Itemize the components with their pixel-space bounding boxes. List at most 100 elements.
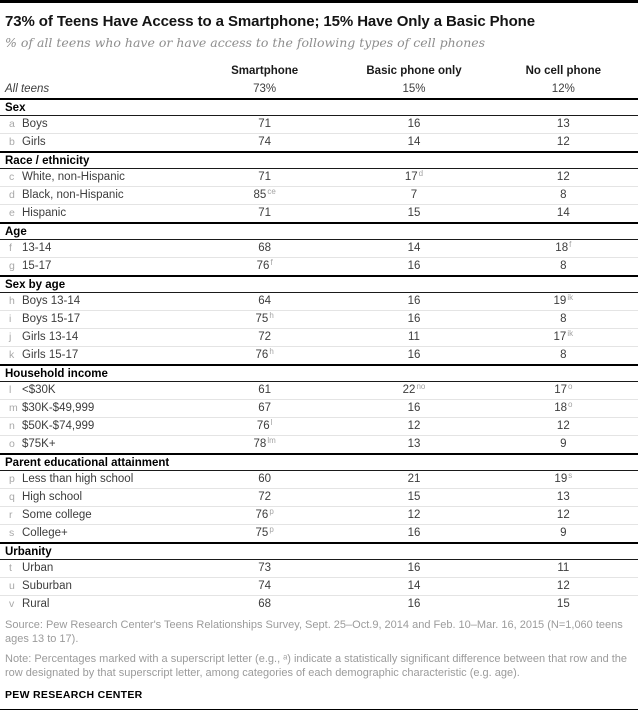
value-text: 85 — [253, 189, 267, 201]
significance-superscript: o — [567, 382, 573, 391]
value-text: 17 — [404, 171, 418, 183]
source-note: Source: Pew Research Center's Teens Rela… — [5, 619, 623, 645]
cell-value: 76h — [190, 347, 339, 364]
row-label: $75K+ — [22, 438, 56, 450]
value-text: 17 — [553, 331, 567, 343]
cell-value: 64 — [190, 293, 339, 310]
cell-value: 76l — [190, 418, 339, 435]
value-text: 71 — [258, 118, 272, 130]
cell-value: 71 — [190, 116, 339, 133]
row-letter: v — [9, 598, 15, 610]
row-label-cell: b Girls — [0, 134, 190, 151]
table-row: h Boys 13-14 64 16 19ik — [0, 293, 638, 310]
bottom-rule — [0, 709, 638, 710]
cell-value: 76f — [190, 258, 339, 275]
value-text: 72 — [258, 331, 272, 343]
cell-value: 71 — [190, 205, 339, 222]
table-row: g 15-17 76f 16 8 — [0, 257, 638, 275]
value-text: 74 — [258, 580, 272, 592]
value-text: 76 — [256, 260, 270, 272]
cell-value: 8 — [489, 258, 638, 275]
row-label: Some college — [22, 509, 92, 521]
row-label-cell: i Boys 15-17 — [0, 311, 190, 328]
value-text: 16 — [407, 349, 421, 361]
row-letter: n — [9, 420, 15, 432]
cell-value: 68 — [190, 240, 339, 257]
significance-superscript: f — [569, 240, 572, 249]
cell-value: 16 — [339, 293, 488, 310]
row-label-cell: p Less than high school — [0, 471, 190, 488]
cell-value: 17d — [339, 169, 488, 186]
value-text: 9 — [560, 438, 567, 450]
value-text: 13 — [556, 491, 570, 503]
row-letter: i — [9, 313, 12, 325]
top-rule — [0, 0, 638, 3]
row-label: Less than high school — [22, 473, 134, 485]
cell-value: 8 — [489, 187, 638, 204]
cell-value: 16 — [339, 560, 488, 577]
value-text: 11 — [557, 562, 570, 574]
all-teens-smartphone-value: 73% — [253, 83, 277, 95]
table-body: Sex a Boys 71 16 13 b Girls 74 14 12 Race / ethnici… — [0, 98, 638, 613]
cell-value: 76p — [190, 507, 339, 524]
row-label-cell: a Boys — [0, 116, 190, 133]
table-row: a Boys 71 16 13 — [0, 116, 638, 133]
row-label: Hispanic — [22, 207, 67, 219]
value-text: 8 — [560, 313, 567, 325]
row-letter: u — [9, 580, 15, 592]
value-text: 71 — [258, 207, 272, 219]
row-label-cell: h Boys 13-14 — [0, 293, 190, 310]
value-text: 75 — [255, 313, 269, 325]
row-letter: e — [9, 207, 15, 219]
table-row: p Less than high school 60 21 19s — [0, 471, 638, 488]
value-text: 76 — [255, 349, 269, 361]
table-row: c White, non-Hispanic 71 17d 12 — [0, 169, 638, 186]
cell-value: 72 — [190, 329, 339, 346]
row-label-cell: n $50K-$74,999 — [0, 418, 190, 435]
cell-value: 12 — [489, 418, 638, 435]
cell-value: 68 — [190, 596, 339, 613]
cell-value: 14 — [339, 240, 488, 257]
cell-value: 13 — [489, 116, 638, 133]
cell-value: 14 — [339, 134, 488, 151]
table-row: s College+ 75p 16 9 — [0, 524, 638, 542]
cell-value: 22no — [339, 382, 488, 399]
row-letter: p — [9, 473, 15, 485]
row-label-cell: t Urban — [0, 560, 190, 577]
row-letter: b — [9, 136, 15, 148]
table-section: Sex a Boys 71 16 13 b Girls 74 14 12 — [0, 98, 638, 151]
table-row: j Girls 13-14 72 11 17ik — [0, 328, 638, 346]
cell-value: 9 — [489, 436, 638, 453]
cell-value: 19ik — [489, 293, 638, 310]
value-text: 74 — [258, 136, 272, 148]
row-label-cell: s College+ — [0, 525, 190, 542]
significance-superscript: h — [269, 311, 274, 320]
cell-value: 12 — [489, 507, 638, 524]
cell-value: 12 — [489, 578, 638, 595]
cell-value: 74 — [190, 578, 339, 595]
row-label-cell: j Girls 13-14 — [0, 329, 190, 346]
significance-superscript: lm — [267, 436, 276, 445]
cell-value: 12 — [339, 507, 488, 524]
row-label: College+ — [22, 527, 68, 539]
cell-value: 14 — [489, 205, 638, 222]
value-text: 12 — [556, 136, 570, 148]
cell-value: 15 — [489, 596, 638, 613]
value-text: 78 — [253, 438, 267, 450]
row-label: $50K-$74,999 — [22, 420, 95, 432]
value-text: 16 — [407, 527, 421, 539]
cell-value: 17ik — [489, 329, 638, 346]
significance-superscript: p — [269, 525, 274, 534]
row-label: Boys 15-17 — [22, 313, 81, 325]
significance-superscript: ik — [567, 329, 574, 338]
significance-superscript: ce — [267, 187, 276, 196]
row-label: High school — [22, 491, 83, 503]
column-header-basic-phone: Basic phone only — [366, 65, 462, 77]
value-text: 16 — [407, 598, 421, 610]
all-teens-no-phone-value: 12% — [551, 83, 575, 95]
row-label: 13-14 — [22, 242, 52, 254]
row-label: $30K-$49,999 — [22, 402, 95, 414]
value-text: 12 — [556, 580, 570, 592]
row-label-cell: g 15-17 — [0, 258, 190, 275]
row-label-cell: r Some college — [0, 507, 190, 524]
